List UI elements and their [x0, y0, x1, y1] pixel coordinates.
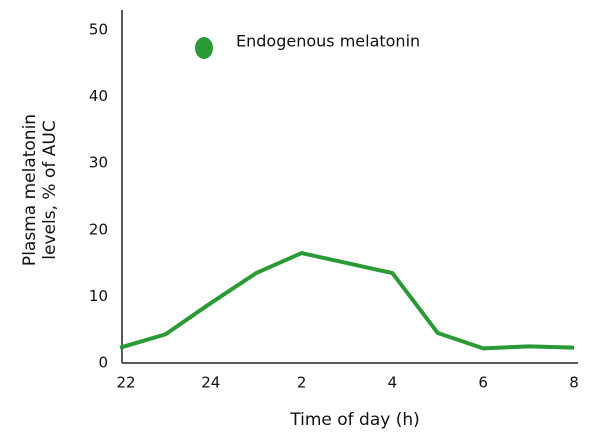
x-tick-label: 8	[569, 374, 579, 392]
y-axis-title: Plasma melatonin levels, % of AUC	[20, 114, 60, 266]
y-tick-label: 30	[89, 154, 108, 172]
y-tick-label: 20	[89, 220, 108, 238]
y-axis-title-line: Plasma melatonin	[20, 114, 40, 266]
x-tick-label: 2	[297, 374, 307, 392]
y-axis-title-line: levels, % of AUC	[40, 120, 60, 259]
legend-marker	[195, 37, 213, 59]
x-tick-label: 4	[388, 374, 398, 392]
x-axis-title: Time of day (h)	[289, 410, 420, 430]
legend-label: Endogenous melatonin	[236, 32, 420, 51]
x-tick-label: 6	[478, 374, 488, 392]
y-tick-label: 40	[89, 87, 108, 105]
y-tick-label: 50	[89, 20, 108, 38]
y-tick-label: 0	[98, 354, 108, 372]
x-tick-label: 22	[116, 374, 135, 392]
y-tick-label: 10	[89, 287, 108, 305]
line	[119, 251, 575, 351]
x-tick-label: 24	[201, 374, 220, 392]
